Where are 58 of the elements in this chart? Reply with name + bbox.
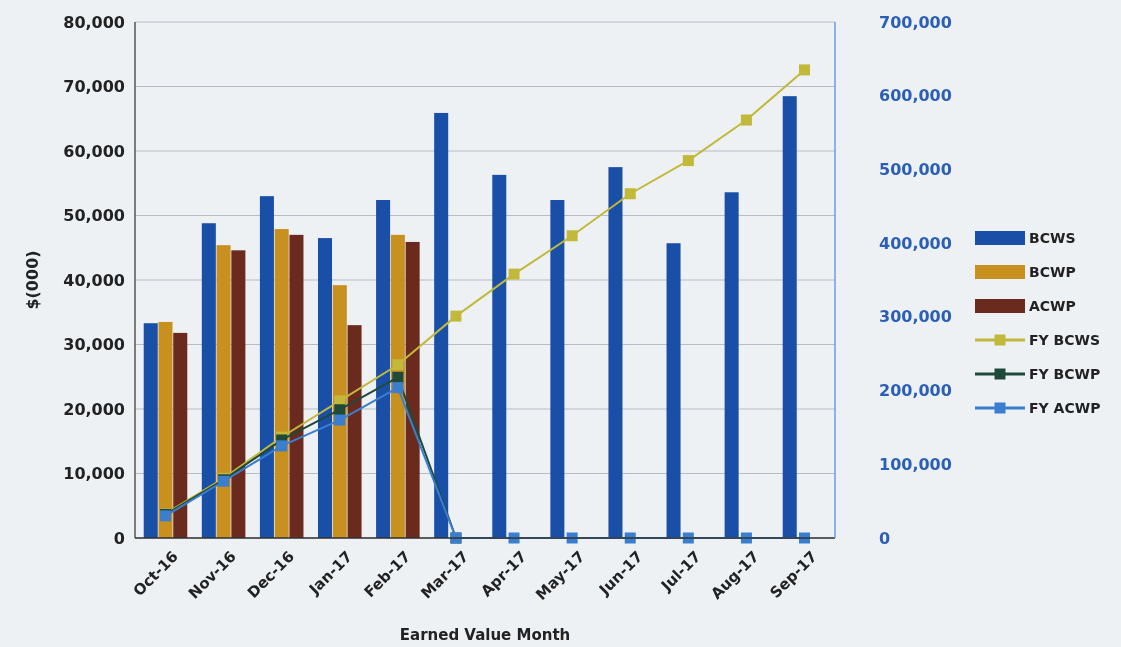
point	[334, 404, 346, 416]
y-tick-label: 60,000	[63, 141, 125, 161]
y-tick-label: 0	[113, 528, 125, 548]
bar	[724, 192, 739, 538]
bar	[201, 223, 216, 538]
bar	[782, 96, 797, 538]
legend-label: FY ACWP	[1029, 399, 1101, 416]
point	[682, 155, 694, 167]
point	[276, 440, 288, 452]
y-tick-label: 70,000	[63, 77, 125, 97]
bar	[231, 250, 246, 538]
point	[624, 188, 636, 200]
y-tick-label: 10,000	[63, 464, 125, 484]
point	[799, 64, 810, 76]
y2-tick-label: 500,000	[879, 160, 952, 180]
bar	[608, 167, 623, 538]
point	[392, 359, 404, 371]
bar	[550, 200, 565, 538]
point	[566, 230, 578, 242]
point	[392, 371, 404, 383]
y-tick-label: 50,000	[63, 206, 125, 226]
legend-label: BCWP	[1029, 263, 1076, 280]
y-tick-label: 30,000	[63, 335, 125, 355]
y-axis-title: $(000)	[23, 250, 42, 310]
y2-tick-label: 300,000	[879, 307, 952, 327]
y-tick-label: 20,000	[63, 399, 125, 419]
y-tick-label: 40,000	[63, 270, 125, 290]
bar	[347, 325, 362, 538]
legend-label: FY BCWS	[1029, 331, 1101, 348]
bar	[158, 321, 173, 538]
legend-label: FY BCWP	[1029, 365, 1101, 382]
bar	[666, 243, 681, 538]
point	[740, 114, 752, 126]
point	[392, 382, 404, 394]
y2-tick-label: 400,000	[879, 233, 952, 253]
bar	[259, 196, 274, 538]
legend-label: BCWS	[1029, 229, 1076, 246]
bar	[274, 229, 289, 538]
point	[450, 310, 462, 322]
y2-tick-label: 700,000	[879, 12, 952, 32]
y2-tick-label: 200,000	[879, 381, 952, 401]
bar	[376, 200, 391, 538]
bar	[173, 332, 188, 538]
point	[508, 268, 520, 280]
y2-tick-label: 600,000	[879, 86, 952, 106]
y2-tick-label: 100,000	[879, 454, 952, 474]
x-axis-title: Earned Value Month	[399, 626, 571, 644]
bar	[289, 234, 304, 538]
bar	[492, 174, 507, 538]
bar	[317, 238, 333, 538]
bar	[434, 112, 449, 538]
legend-label: ACWP	[1029, 297, 1076, 314]
bar	[143, 323, 158, 538]
y-tick-label: 80,000	[63, 12, 125, 32]
bar	[216, 245, 231, 538]
y2-tick-label: 0	[879, 528, 891, 548]
point	[334, 414, 346, 426]
bar	[405, 241, 420, 538]
